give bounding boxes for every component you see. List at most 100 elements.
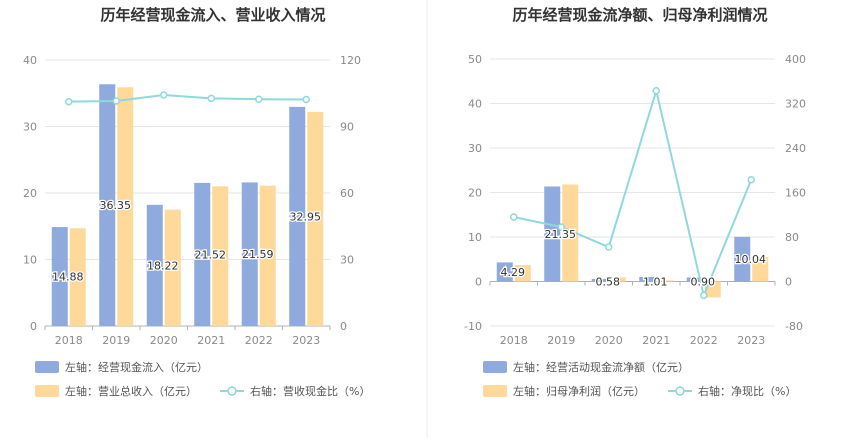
- left-tick-label: 50: [468, 53, 482, 66]
- line-series: [513, 86, 753, 299]
- bar-series-1: [496, 262, 513, 282]
- bar-series-1: [194, 182, 211, 326]
- data-label: 4.29: [501, 266, 526, 279]
- legend-bar-swatch: [35, 361, 59, 373]
- line-point: [207, 94, 215, 103]
- right-tick-label: 80: [785, 231, 799, 244]
- right-tick-label: 320: [785, 98, 806, 111]
- bar-series-1: [591, 278, 608, 282]
- bar-series-2: [69, 228, 86, 326]
- bar-series-2: [164, 209, 181, 326]
- line-point: [510, 213, 518, 221]
- legend-label: 左轴：经营现金流入（亿元）: [65, 360, 208, 374]
- chart-1: 0 0 10 30 20 60 30 90 40 120 2018 2019 2020 2021 2022 2…: [23, 54, 370, 398]
- legend-line-marker: [675, 386, 685, 396]
- x-tick-label: 2023: [737, 334, 765, 347]
- right-tick-label: 30: [340, 254, 354, 267]
- x-tick-label: 2019: [102, 334, 130, 347]
- right-tick-label: 0: [785, 276, 792, 289]
- x-tick-label: 2022: [245, 334, 273, 347]
- legend-label: 左轴：经营活动现金流净额（亿元）: [513, 360, 689, 374]
- bar-series-2: [514, 265, 531, 282]
- bar-series-2: [562, 184, 579, 282]
- right-tick-label: 160: [785, 187, 806, 200]
- data-label: 1.01: [643, 276, 668, 289]
- bar-series-2: [609, 277, 626, 282]
- bar-series-1: [734, 236, 751, 282]
- data-label: 21.59: [242, 248, 274, 261]
- legend-bar-swatch: [483, 361, 507, 373]
- left-tick-label: 10: [468, 231, 482, 244]
- x-tick-label: 2018: [55, 334, 83, 347]
- right-tick-label: 240: [785, 142, 806, 155]
- line-point: [255, 95, 263, 103]
- line-series: [68, 94, 307, 103]
- bar-series-1: [686, 277, 703, 282]
- legend-line-marker: [227, 386, 237, 396]
- right-tick-label: 0: [340, 320, 347, 333]
- right-tick-label: -80: [785, 320, 803, 333]
- bar-series-2: [657, 280, 674, 282]
- legend-bar-swatch: [483, 385, 507, 397]
- line-point: [112, 97, 120, 105]
- x-tick-label: 2020: [150, 334, 178, 347]
- x-tick-label: 2021: [197, 334, 225, 347]
- line-point: [557, 223, 565, 231]
- chart-2: -10 -80 0 0 10 80 20 160 30 240 40 320 50 400 2018 2019…: [464, 53, 806, 398]
- right-tick-label: 120: [340, 54, 361, 67]
- bar-series-1: [146, 204, 163, 326]
- bar-series-2: [117, 87, 134, 326]
- bar-series-1: [99, 84, 116, 327]
- legend-label: 左轴：营业总收入（亿元）: [65, 384, 197, 398]
- legend-bar-swatch: [35, 385, 59, 397]
- line-point: [65, 97, 73, 106]
- data-label: 10.04: [735, 253, 767, 266]
- line-point: [747, 175, 755, 184]
- data-label: 0.90: [691, 276, 716, 289]
- x-tick-label: 2022: [690, 334, 718, 347]
- data-label: 36.35: [100, 199, 132, 212]
- line-point: [160, 91, 168, 99]
- chart-2-title: 历年经营现金流净额、归母净利润情况: [512, 6, 767, 24]
- x-tick-label: 2021: [642, 334, 670, 347]
- right-tick-label: 90: [340, 121, 354, 134]
- legend-label: 左轴：归母净利润（亿元）: [513, 384, 645, 398]
- data-label: 14.88: [52, 271, 84, 284]
- x-tick-label: 2018: [500, 334, 528, 347]
- bar-series-2: [752, 257, 769, 282]
- x-tick-label: 2023: [292, 334, 320, 347]
- left-tick-label: 40: [23, 54, 37, 67]
- x-tick-label: 2020: [595, 334, 623, 347]
- chart-1-title: 历年经营现金流入、营业收入情况: [100, 6, 325, 24]
- bar-series-2: [307, 111, 324, 327]
- bar-series-1: [289, 106, 306, 326]
- x-tick-label: 2019: [547, 334, 575, 347]
- left-tick-label: 0: [30, 320, 37, 333]
- data-label: 18.22: [147, 259, 179, 272]
- line-point: [302, 95, 310, 104]
- legend-label: 右轴：营收现金比（%）: [250, 384, 370, 398]
- bar-series-1: [639, 277, 656, 282]
- line-point: [700, 291, 708, 300]
- right-tick-label: 60: [340, 187, 354, 200]
- line-point: [652, 86, 660, 95]
- left-tick-label: 10: [23, 254, 37, 267]
- bar-series-1: [51, 227, 68, 326]
- data-label: 0.58: [596, 276, 621, 289]
- left-tick-label: 20: [468, 187, 482, 200]
- left-tick-label: 20: [23, 187, 37, 200]
- left-tick-label: 30: [23, 121, 37, 134]
- data-label: 32.95: [290, 210, 322, 223]
- left-tick-label: 40: [468, 98, 482, 111]
- left-tick-label: 30: [468, 142, 482, 155]
- bar-series-2: [212, 186, 229, 326]
- data-label: 21.35: [545, 228, 577, 241]
- bar-series-2: [259, 185, 276, 326]
- bar-series-1: [544, 186, 561, 282]
- left-tick-label: -10: [464, 320, 482, 333]
- left-tick-label: 0: [475, 276, 482, 289]
- bar-series-1: [241, 182, 258, 326]
- right-tick-label: 400: [785, 53, 806, 66]
